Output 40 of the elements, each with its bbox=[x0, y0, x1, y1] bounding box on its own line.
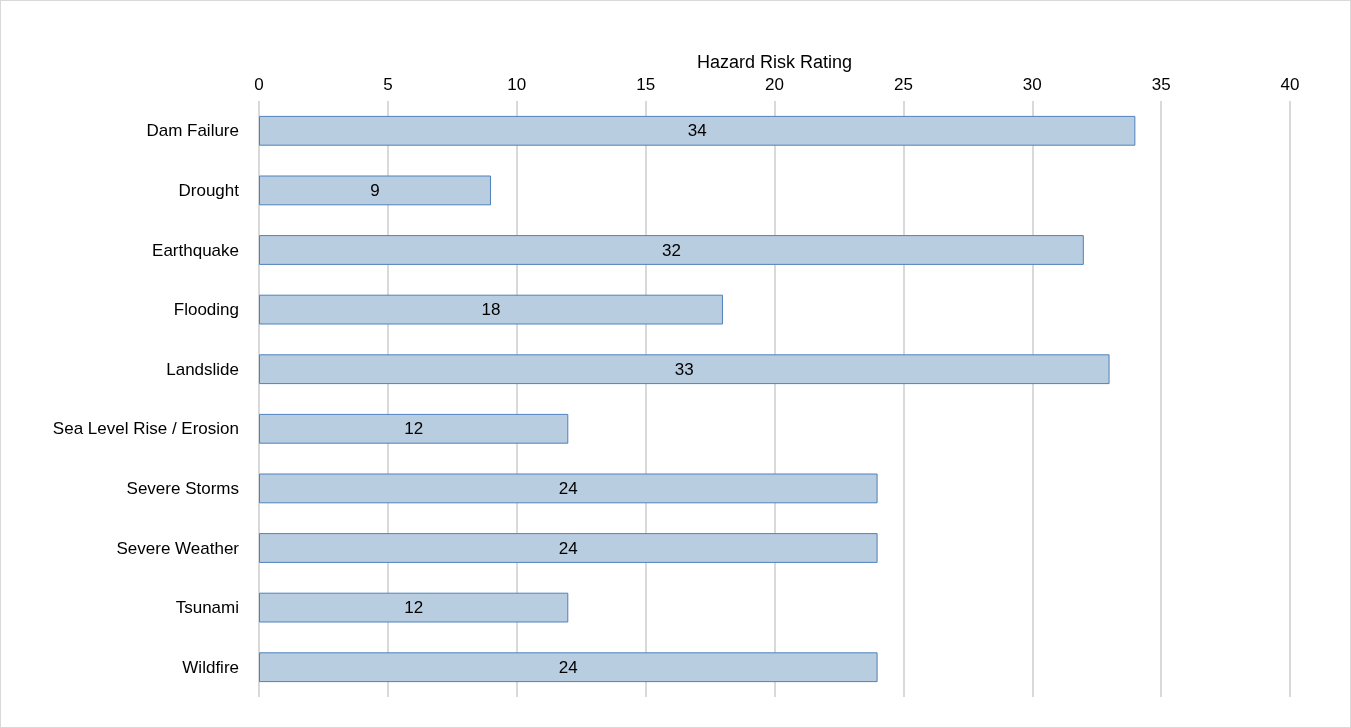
bar bbox=[259, 473, 878, 504]
data-label: 12 bbox=[404, 419, 424, 439]
data-label: 32 bbox=[661, 240, 681, 260]
y-tick-label: Severe Storms bbox=[126, 478, 239, 498]
data-label: 24 bbox=[558, 657, 578, 677]
data-label: 24 bbox=[558, 478, 578, 498]
bar bbox=[259, 592, 569, 623]
x-tick-label: 15 bbox=[636, 75, 656, 94]
data-label: 9 bbox=[370, 180, 380, 200]
y-tick-label: Dam Failure bbox=[146, 121, 239, 141]
y-tick-label: Landslide bbox=[166, 359, 239, 379]
x-tick-label: 35 bbox=[1151, 75, 1171, 94]
data-label: 12 bbox=[404, 598, 424, 618]
y-tick-label: Severe Weather bbox=[116, 538, 240, 558]
bar bbox=[259, 354, 1110, 385]
data-label: 24 bbox=[558, 538, 578, 558]
y-tick-label: Flooding bbox=[173, 300, 239, 320]
bar bbox=[259, 533, 878, 563]
y-tick-label: Earthquake bbox=[152, 240, 239, 260]
y-tick-label: Drought bbox=[178, 180, 240, 200]
y-tick-label: Sea Level Rise / Erosion bbox=[52, 419, 239, 439]
x-tick-label: 20 bbox=[765, 75, 784, 94]
data-label: 34 bbox=[687, 121, 707, 141]
bar bbox=[259, 294, 723, 325]
x-tick-label: 10 bbox=[507, 75, 527, 94]
data-label: 33 bbox=[674, 359, 694, 379]
x-axis-title: Hazard Risk Rating bbox=[696, 52, 853, 73]
y-tick-label: Tsunami bbox=[175, 598, 239, 618]
bar bbox=[259, 175, 491, 206]
bar bbox=[259, 652, 878, 683]
bar bbox=[259, 115, 1136, 146]
y-tick-label: Wildfire bbox=[182, 657, 239, 677]
x-tick-label: 5 bbox=[383, 75, 393, 94]
bar bbox=[259, 413, 569, 444]
x-tick-label: 0 bbox=[254, 75, 264, 94]
bar bbox=[259, 235, 1084, 265]
data-label: 18 bbox=[481, 300, 501, 320]
x-tick-label: 30 bbox=[1022, 75, 1042, 94]
x-tick-label: 25 bbox=[893, 75, 913, 94]
x-tick-label: 40 bbox=[1280, 75, 1300, 94]
